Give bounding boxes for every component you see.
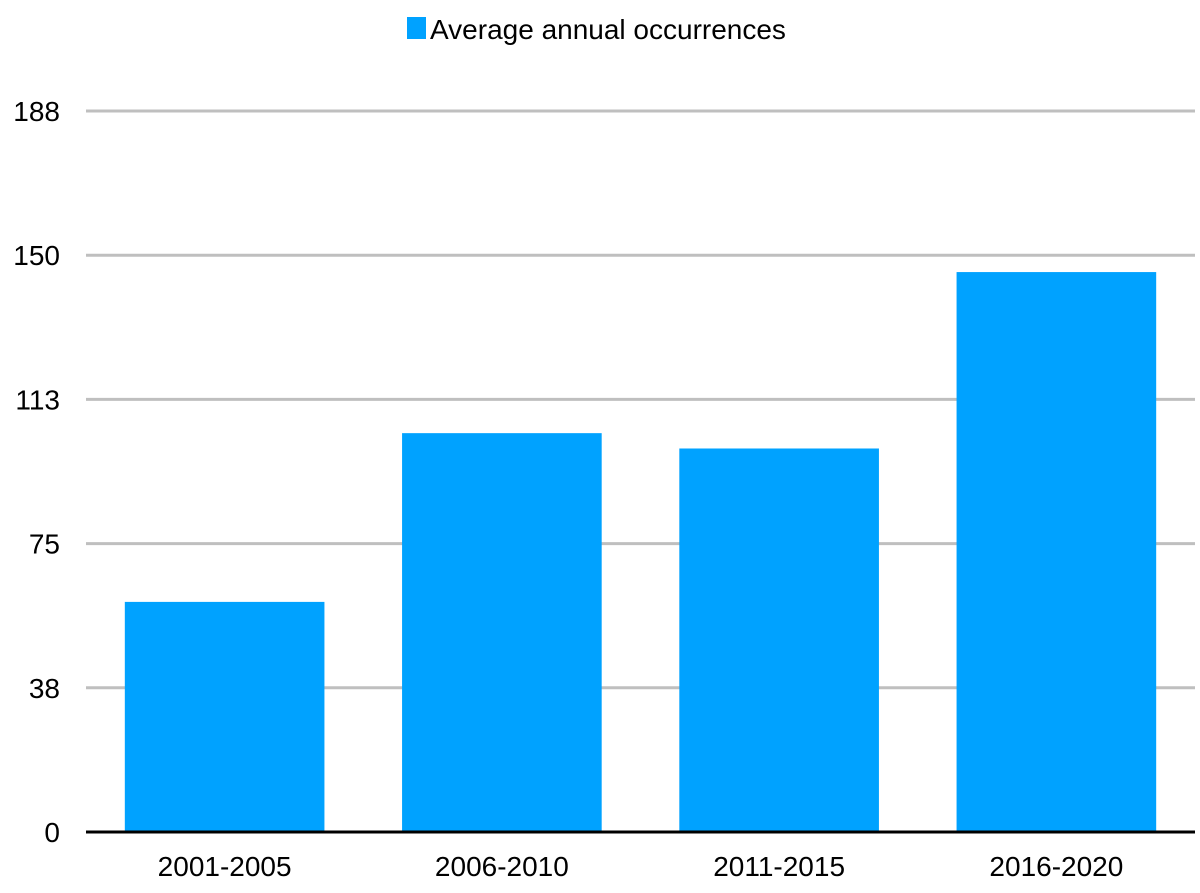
legend-swatch [407, 17, 426, 39]
x-axis-tick-labels: 2001-2005 2006-2010 2011-2015 2016-2020 [158, 851, 1124, 882]
bar [124, 601, 325, 832]
x-tick-label: 2011-2015 [713, 851, 845, 882]
y-tick-label: 38 [29, 673, 60, 704]
y-tick-label: 188 [13, 96, 60, 127]
y-tick-label: 75 [29, 529, 60, 560]
y-tick-label: 150 [13, 240, 60, 271]
y-tick-label: 0 [44, 817, 60, 848]
x-tick-label: 2006-2010 [435, 851, 569, 882]
bar [402, 433, 602, 832]
x-tick-label: 2001-2005 [158, 851, 292, 882]
x-tick-label: 2016-2020 [989, 851, 1123, 882]
bar [956, 272, 1157, 832]
y-tick-label: 113 [15, 384, 60, 415]
bar [679, 448, 879, 832]
y-axis-tick-labels: 0 38 75 113 150 188 [13, 96, 60, 848]
legend: Average annual occurrences [407, 14, 786, 45]
legend-label: Average annual occurrences [430, 14, 786, 45]
bars [124, 272, 1157, 832]
